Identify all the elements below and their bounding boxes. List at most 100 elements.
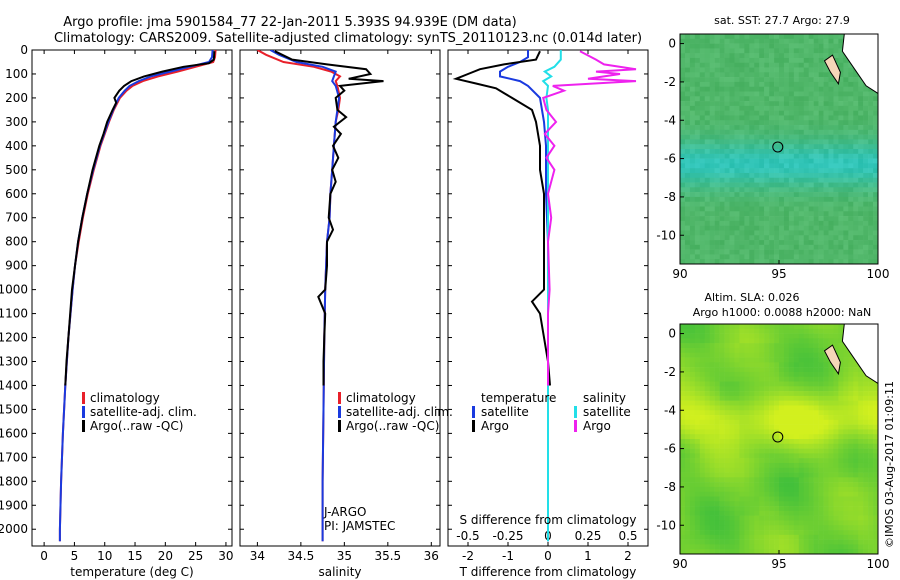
map-cell bbox=[749, 96, 755, 102]
map-cell bbox=[848, 240, 854, 246]
map-cell bbox=[704, 520, 710, 526]
map-cell bbox=[739, 34, 745, 40]
map-cell bbox=[694, 400, 701, 406]
map-cell bbox=[813, 192, 819, 198]
map-cell bbox=[853, 515, 859, 521]
map-cell bbox=[769, 405, 775, 411]
map-cell bbox=[863, 391, 869, 397]
map-cell bbox=[808, 230, 814, 236]
map-cell bbox=[759, 34, 765, 40]
map-cell bbox=[783, 510, 790, 516]
map-cell bbox=[680, 549, 686, 555]
map-cell bbox=[739, 149, 745, 155]
map-cell bbox=[704, 491, 710, 497]
map-cell bbox=[828, 110, 834, 116]
map-cell bbox=[833, 110, 839, 116]
x-tick-label: 2 bbox=[624, 549, 632, 563]
map-cell bbox=[868, 506, 874, 512]
map-cell bbox=[853, 395, 859, 401]
map-cell bbox=[694, 177, 701, 183]
map-cell bbox=[843, 376, 849, 382]
map-cell bbox=[798, 391, 805, 397]
map-cell bbox=[724, 244, 730, 250]
map-cell bbox=[724, 225, 730, 231]
map-cell bbox=[808, 482, 814, 488]
map-cell bbox=[873, 496, 879, 502]
map-cell bbox=[754, 453, 760, 459]
map-cell bbox=[714, 515, 720, 521]
map-cell bbox=[744, 506, 750, 512]
map-cell bbox=[704, 534, 710, 540]
map-cell bbox=[858, 230, 864, 236]
map-cell bbox=[704, 225, 710, 231]
map-cell bbox=[689, 395, 696, 401]
map-cell bbox=[719, 324, 725, 330]
map-cell bbox=[719, 347, 725, 354]
map-cell bbox=[873, 115, 879, 121]
map-cell bbox=[684, 158, 691, 164]
map-cell bbox=[724, 477, 730, 483]
map-cell bbox=[868, 486, 874, 493]
map-cell bbox=[689, 192, 696, 198]
map-cell bbox=[709, 491, 715, 497]
map-cell bbox=[788, 381, 795, 387]
map-cell bbox=[689, 249, 696, 255]
map-cell bbox=[868, 386, 874, 392]
map-cell bbox=[684, 506, 691, 512]
map-cell bbox=[783, 67, 790, 73]
map-cell bbox=[719, 453, 725, 459]
map-cell bbox=[764, 453, 770, 459]
map-cell bbox=[779, 110, 785, 116]
map-cell bbox=[714, 472, 720, 478]
map-cell bbox=[818, 429, 824, 435]
map-cell bbox=[779, 472, 785, 478]
map-cell bbox=[833, 419, 839, 425]
map-cell bbox=[709, 96, 715, 102]
map-cell bbox=[739, 216, 745, 222]
map-cell bbox=[769, 530, 775, 536]
map-cell bbox=[833, 96, 839, 102]
map-cell bbox=[694, 101, 701, 107]
map-cell bbox=[734, 525, 740, 531]
map-cell bbox=[709, 81, 715, 88]
map-cell bbox=[744, 192, 750, 198]
y-tick-label: 1200 bbox=[0, 331, 28, 345]
map-cell bbox=[684, 362, 691, 368]
map-cell bbox=[868, 448, 874, 454]
map-cell bbox=[793, 458, 800, 464]
map-cell bbox=[863, 486, 869, 493]
map-cell bbox=[798, 149, 805, 155]
map-cell bbox=[853, 240, 859, 246]
map-cell bbox=[684, 53, 691, 59]
map-cell bbox=[848, 129, 854, 135]
map-cell bbox=[684, 352, 691, 358]
map-cell bbox=[719, 424, 725, 430]
map-cell bbox=[689, 367, 696, 373]
map-cell bbox=[704, 386, 710, 392]
map-cell bbox=[848, 429, 854, 435]
map-cell bbox=[779, 34, 785, 40]
map-cell bbox=[689, 67, 696, 73]
map-cell bbox=[699, 391, 706, 397]
map-cell bbox=[744, 501, 750, 507]
map-cell bbox=[848, 101, 854, 107]
map-cell bbox=[779, 91, 785, 97]
sst-map-title: sat. SST: 27.7 Argo: 27.9 bbox=[714, 14, 850, 27]
map-cell bbox=[838, 86, 844, 92]
map-cell bbox=[868, 235, 874, 241]
map-cell bbox=[754, 539, 760, 545]
map-cell bbox=[689, 405, 696, 411]
map-cell bbox=[783, 192, 790, 198]
map-cell bbox=[729, 458, 735, 464]
map-cell bbox=[749, 491, 755, 497]
map-cell bbox=[689, 48, 696, 54]
map-cell bbox=[848, 400, 854, 406]
map-cell bbox=[823, 424, 829, 430]
map-cell bbox=[813, 496, 819, 502]
map-cell bbox=[798, 91, 805, 97]
map-cell bbox=[818, 506, 824, 512]
map-cell bbox=[764, 324, 770, 330]
map-cell bbox=[704, 43, 710, 49]
map-cell bbox=[818, 549, 824, 555]
map-cell bbox=[759, 120, 765, 126]
